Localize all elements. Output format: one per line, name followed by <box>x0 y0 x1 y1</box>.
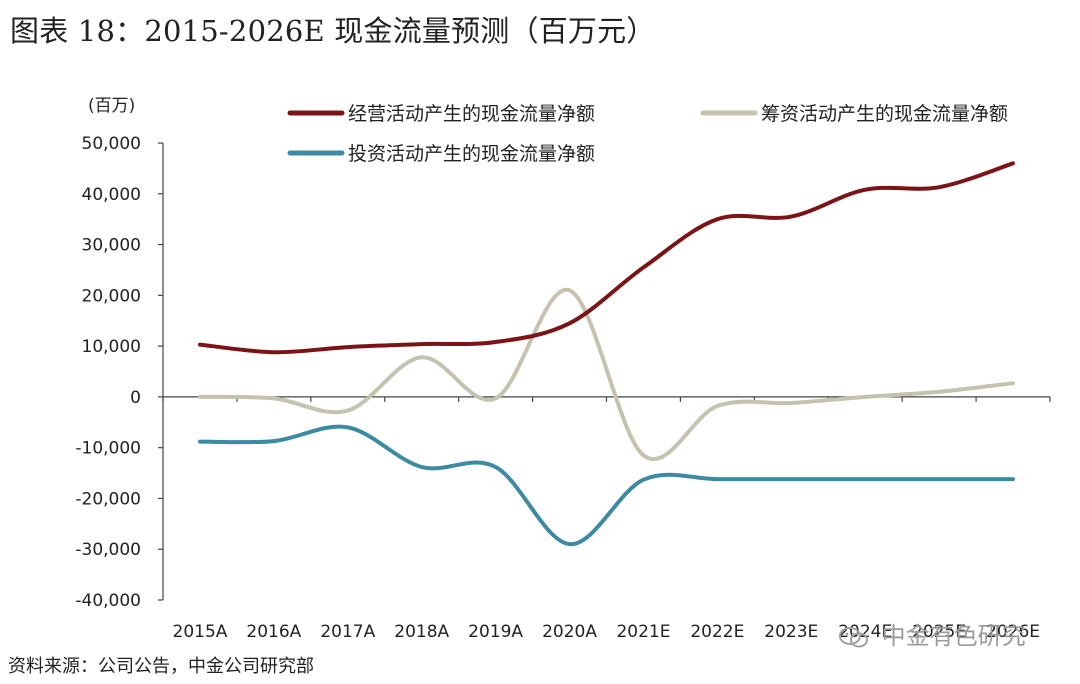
x-tick-label: 2017A <box>320 622 375 642</box>
x-tick-label: 2023E <box>764 622 818 642</box>
x-tick-label: 2018A <box>394 622 449 642</box>
x-tick-label: 2021E <box>616 622 670 642</box>
y-tick-label: 10,000 <box>82 337 141 357</box>
series-line-1 <box>198 161 1015 355</box>
x-tick-label: 2026E <box>986 622 1040 642</box>
x-tick-label: 2016A <box>246 622 301 642</box>
x-tick-label: 2019A <box>468 622 523 642</box>
source-note: 资料来源：公司公告，中金公司研究部 <box>8 656 314 677</box>
y-tick-label: -30,000 <box>75 540 141 560</box>
wechat-icon <box>838 625 870 649</box>
legend-label: 经营活动产生的现金流量净额 <box>348 103 595 125</box>
legend-label: 投资活动产生的现金流量净额 <box>348 143 595 165</box>
x-tick-label: 2020A <box>542 622 597 642</box>
x-tick-label: 2015A <box>173 622 228 642</box>
y-tick-label: 20,000 <box>82 286 141 306</box>
y-tick-label: -40,000 <box>75 591 141 611</box>
series-line-2 <box>198 288 1015 461</box>
x-tick-label: 2025E <box>912 622 966 642</box>
legend-label: 筹资活动产生的现金流量净额 <box>761 103 1008 125</box>
series-line-3 <box>198 424 1015 547</box>
chart-title: 图表 18：2015-2026E 现金流量预测（百万元） <box>10 14 656 48</box>
watermark: 中金有色研究 <box>838 616 1026 651</box>
x-tick-label: 2022E <box>690 622 744 642</box>
y-tick-label: 30,000 <box>82 236 141 256</box>
y-tick-label: 0 <box>130 388 141 408</box>
watermark-text: 中金有色研究 <box>881 622 1026 650</box>
y-tick-label: 50,000 <box>82 134 141 154</box>
y-tick-label: -20,000 <box>75 489 141 509</box>
y-tick-label: 40,000 <box>82 185 141 205</box>
y-unit-label: (百万) <box>88 96 135 116</box>
y-tick-label: -10,000 <box>75 439 141 459</box>
